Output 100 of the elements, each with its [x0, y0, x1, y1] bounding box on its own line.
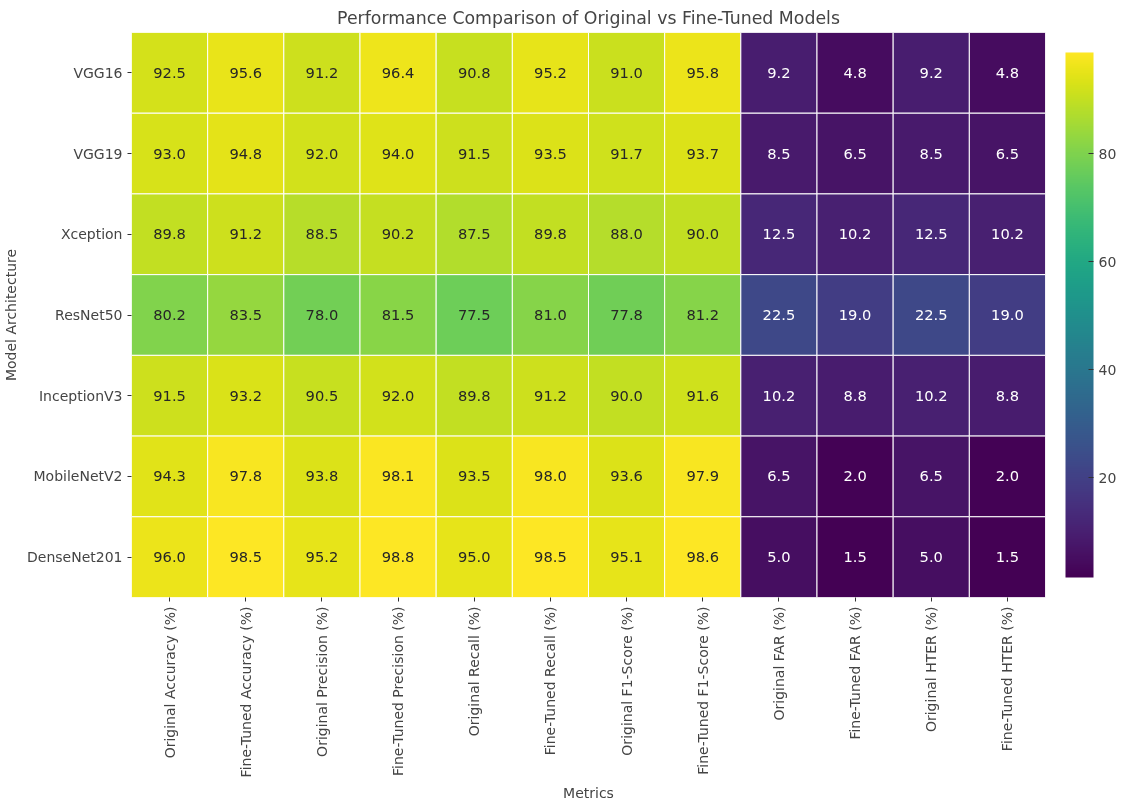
x-tick-label: Fine-Tuned FAR (%) — [847, 606, 864, 740]
data-label: 8.8 — [843, 386, 867, 404]
data-label: 98.5 — [229, 548, 263, 566]
x-tick-label: Fine-Tuned Accuracy (%) — [237, 606, 254, 778]
data-label: 91.5 — [457, 144, 491, 162]
data-label: 5.0 — [919, 548, 943, 566]
data-label: 89.8 — [534, 225, 567, 243]
data-label: 93.5 — [534, 144, 567, 162]
data-label: 93.2 — [229, 386, 263, 404]
data-label: 93.8 — [305, 467, 339, 485]
color-bar-label: 80 — [1098, 145, 1117, 162]
data-label: 95.8 — [686, 63, 720, 81]
data-label: 81.5 — [381, 306, 415, 323]
data-label: 77.8 — [610, 306, 643, 323]
x-tick-label: Original FAR (%) — [770, 606, 787, 721]
data-label: 93.6 — [610, 467, 643, 485]
data-label: 94.3 — [153, 467, 186, 485]
data-label: 90.0 — [610, 386, 643, 404]
data-label: 6.5 — [767, 467, 791, 485]
data-label: 93.0 — [153, 144, 186, 162]
y-tick-label: VGG19 — [73, 145, 123, 162]
x-tick-label: Original Accuracy (%) — [161, 606, 178, 759]
x-tick-label: Original Precision (%) — [313, 606, 330, 757]
y-tick-label: ResNet50 — [55, 307, 123, 323]
data-label: 91.2 — [305, 63, 339, 81]
chart-title: Performance Comparison of Original vs Fine-Tuned Models — [337, 7, 840, 28]
data-label: 91.2 — [229, 225, 263, 243]
data-label: 92.0 — [381, 386, 415, 404]
data-label: 96.0 — [153, 548, 186, 566]
data-label: 90.5 — [305, 386, 339, 404]
data-label: 10.2 — [991, 225, 1024, 243]
data-label: 95.2 — [534, 63, 567, 81]
data-label: 95.2 — [305, 548, 339, 566]
x-tick-label: Fine-Tuned Precision (%) — [390, 606, 407, 776]
data-label: 89.8 — [457, 386, 491, 404]
data-label: 98.8 — [381, 548, 415, 566]
data-label: 6.5 — [919, 467, 943, 485]
data-label: 93.7 — [686, 144, 720, 162]
data-label: 94.0 — [381, 144, 415, 162]
data-label: 8.8 — [995, 386, 1020, 404]
x-tick-label: Original HTER (%) — [923, 606, 940, 733]
data-label: 94.8 — [229, 144, 263, 162]
data-label: 93.5 — [457, 467, 491, 485]
data-label: 98.1 — [381, 467, 415, 485]
data-label: 8.5 — [919, 144, 943, 162]
y-tick-label: InceptionV3 — [39, 387, 123, 404]
x-tick-label: Fine-Tuned Recall (%) — [542, 606, 559, 756]
data-label: 98.6 — [686, 548, 720, 566]
data-label: 81.2 — [686, 306, 720, 323]
data-label: 6.5 — [843, 144, 867, 162]
x-tick-label: Fine-Tuned HTER (%) — [999, 606, 1016, 752]
data-label: 95.6 — [229, 63, 263, 81]
y-tick-label: MobileNetV2 — [33, 468, 123, 485]
data-label: 87.5 — [457, 225, 491, 243]
data-label: 10.2 — [838, 225, 872, 243]
data-label: 6.5 — [995, 144, 1020, 162]
data-label: 22.5 — [762, 306, 796, 323]
data-label: 83.5 — [229, 306, 263, 323]
data-label: 90.2 — [381, 225, 415, 243]
data-label: 8.5 — [767, 144, 791, 162]
color-bar-label: 60 — [1098, 253, 1117, 270]
data-label: 10.2 — [762, 386, 796, 404]
data-label: 91.5 — [153, 386, 186, 404]
data-label: 1.5 — [843, 548, 867, 566]
data-label: 19.0 — [991, 306, 1024, 323]
data-label: 96.4 — [381, 63, 415, 81]
data-label: 98.5 — [534, 548, 567, 566]
y-axis-title: Model Architecture — [3, 248, 20, 382]
data-label: 88.0 — [610, 225, 643, 243]
data-label: 77.5 — [457, 306, 491, 323]
data-label: 92.0 — [305, 144, 339, 162]
y-tick-label: DenseNet201 — [27, 549, 123, 566]
data-label: 19.0 — [838, 306, 872, 323]
data-label: 2.0 — [843, 467, 867, 485]
data-label: 98.0 — [534, 467, 567, 485]
data-label: 95.1 — [610, 548, 643, 566]
y-tick-label: Xception — [60, 226, 123, 243]
data-label: 97.9 — [686, 467, 720, 485]
data-label: 12.5 — [762, 225, 796, 243]
x-axis-title: Metrics — [563, 785, 614, 802]
data-label: 88.5 — [305, 225, 339, 243]
data-label: 9.2 — [919, 63, 943, 81]
data-label: 1.5 — [995, 548, 1020, 566]
data-label: 89.8 — [153, 225, 186, 243]
data-label: 12.5 — [914, 225, 948, 243]
data-label: 91.0 — [610, 63, 643, 81]
data-label: 92.5 — [153, 63, 186, 81]
data-label: 10.2 — [914, 386, 948, 404]
data-label: 97.8 — [229, 467, 263, 485]
data-label: 80.2 — [153, 306, 186, 323]
data-label: 2.0 — [995, 467, 1020, 485]
data-label: 91.7 — [610, 144, 643, 162]
y-tick-label: VGG16 — [73, 64, 123, 81]
color-bar-label: 40 — [1098, 361, 1117, 378]
color-bar-label: 20 — [1098, 469, 1117, 486]
data-label: 78.0 — [305, 306, 339, 323]
data-label: 4.8 — [843, 63, 867, 81]
data-label: 90.8 — [457, 63, 491, 81]
data-label: 9.2 — [767, 63, 791, 81]
data-label: 91.2 — [534, 386, 567, 404]
